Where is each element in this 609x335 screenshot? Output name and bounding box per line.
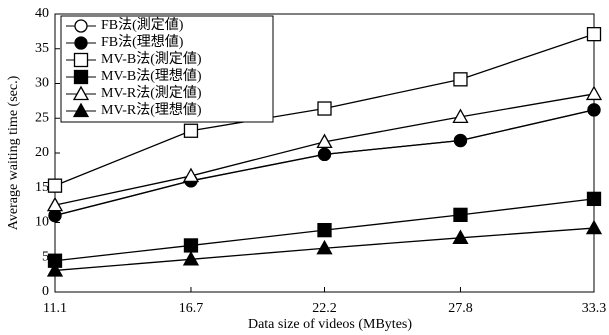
marker: [586, 27, 602, 42]
legend-label: MV-R法(理想値): [101, 102, 202, 118]
legend-marker: [74, 36, 88, 50]
series-line: [54, 109, 595, 217]
marker: [182, 167, 200, 183]
marker: [183, 123, 199, 138]
marker: [46, 262, 64, 277]
y-tick-label: 40: [35, 6, 49, 21]
marker: [587, 103, 601, 117]
legend-label: FB法(測定値): [101, 17, 184, 33]
legend-label: MV-B法(理想値): [101, 68, 202, 84]
y-tick-label: 5: [42, 249, 49, 264]
marker: [317, 101, 332, 116]
marker: [46, 196, 64, 212]
y-tick-label: 35: [35, 41, 49, 56]
legend-marker: [73, 69, 89, 85]
legend-box: [60, 15, 274, 123]
marker: [452, 108, 469, 124]
marker: [316, 239, 333, 255]
y-tick-label: 10: [35, 215, 49, 230]
y-tick-label: 0: [42, 284, 49, 299]
marker: [48, 208, 62, 223]
x-tick-label: 11.1: [43, 301, 67, 316]
legend-marker: [72, 85, 90, 101]
legend-marker: [72, 102, 90, 118]
y-tick-label: 15: [35, 180, 49, 195]
marker: [585, 219, 603, 235]
marker: [316, 133, 333, 149]
marker: [452, 229, 469, 244]
marker: [182, 251, 200, 266]
marker: [47, 178, 63, 193]
marker: [453, 207, 468, 223]
x-tick-label: 27.8: [448, 301, 473, 316]
marker: [317, 222, 332, 238]
marker: [317, 147, 332, 162]
marker: [453, 133, 468, 148]
x-tick-label: 33.3: [582, 301, 607, 316]
y-tick-label: 25: [35, 110, 49, 125]
marker: [585, 85, 603, 101]
marker: [453, 72, 468, 87]
legend-marker: [73, 52, 89, 68]
y-tick-label: 30: [35, 76, 49, 91]
x-tick-label: 22.2: [312, 301, 337, 316]
marker: [586, 191, 602, 207]
y-axis-label: Average waiting time (sec.): [6, 75, 21, 230]
legend-label: MV-B法(測定値): [101, 51, 202, 67]
legend-label: MV-R法(測定値): [101, 85, 202, 101]
x-axis-label: Data size of videos (MBytes): [248, 317, 412, 332]
legend-label: FB法(理想値): [101, 34, 184, 50]
series-line: [54, 109, 595, 217]
legend-marker: [74, 19, 88, 33]
x-tick-label: 16.7: [179, 301, 204, 316]
marker: [183, 238, 199, 253]
y-tick-label: 20: [35, 145, 49, 160]
